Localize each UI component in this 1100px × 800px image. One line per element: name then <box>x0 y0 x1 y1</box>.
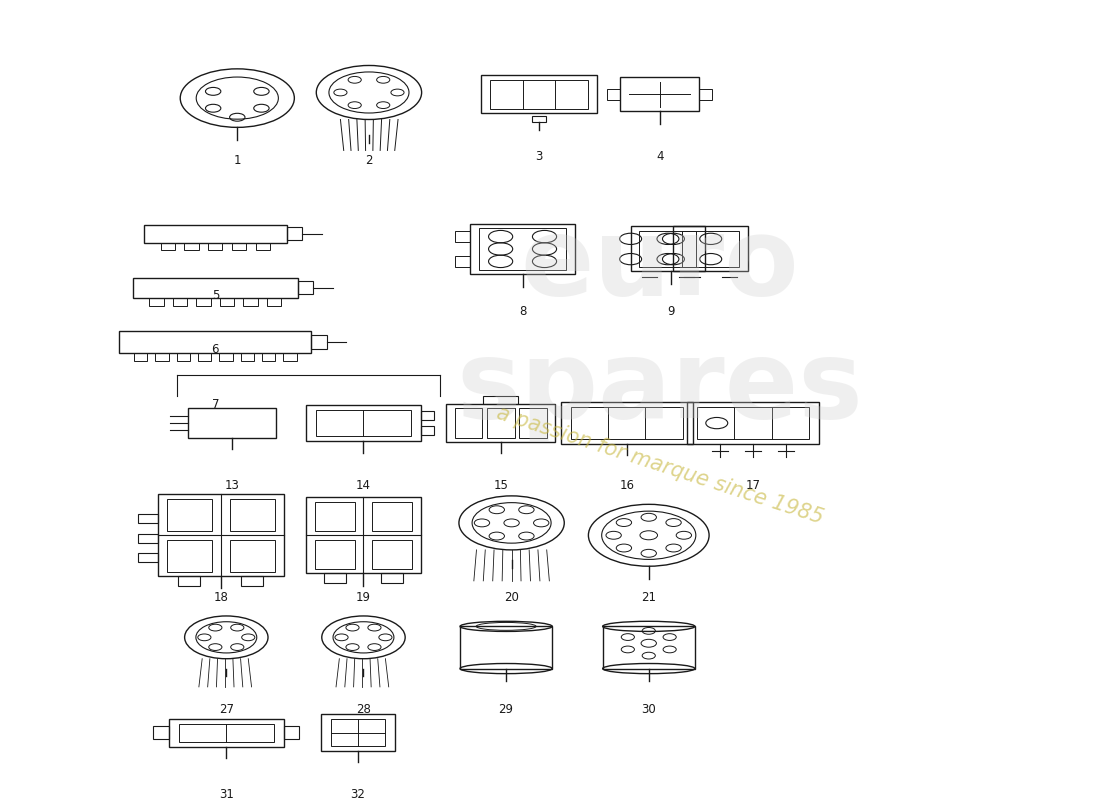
Text: 29: 29 <box>498 703 514 716</box>
Text: 5: 5 <box>211 290 219 302</box>
Text: 30: 30 <box>641 703 656 716</box>
Text: 8: 8 <box>519 305 526 318</box>
Text: 18: 18 <box>213 591 229 604</box>
Text: 9: 9 <box>667 305 674 318</box>
Text: 21: 21 <box>641 591 657 604</box>
Text: 2: 2 <box>365 154 373 167</box>
Text: 31: 31 <box>219 788 234 800</box>
Text: 27: 27 <box>219 703 234 716</box>
Text: 28: 28 <box>356 703 371 716</box>
Text: 6: 6 <box>211 343 219 356</box>
Text: 16: 16 <box>619 478 635 492</box>
Text: 4: 4 <box>656 150 663 163</box>
Text: euro
spares: euro spares <box>456 212 864 441</box>
Text: 1: 1 <box>233 154 241 167</box>
Text: 15: 15 <box>493 478 508 492</box>
Text: 3: 3 <box>536 150 542 163</box>
Text: 20: 20 <box>504 591 519 604</box>
Text: 19: 19 <box>356 591 371 604</box>
Text: 32: 32 <box>351 788 365 800</box>
Text: 7: 7 <box>211 398 219 410</box>
Text: 13: 13 <box>224 478 239 492</box>
Text: 17: 17 <box>746 478 760 492</box>
Text: 14: 14 <box>356 478 371 492</box>
Text: a passion for marque since 1985: a passion for marque since 1985 <box>494 403 826 528</box>
